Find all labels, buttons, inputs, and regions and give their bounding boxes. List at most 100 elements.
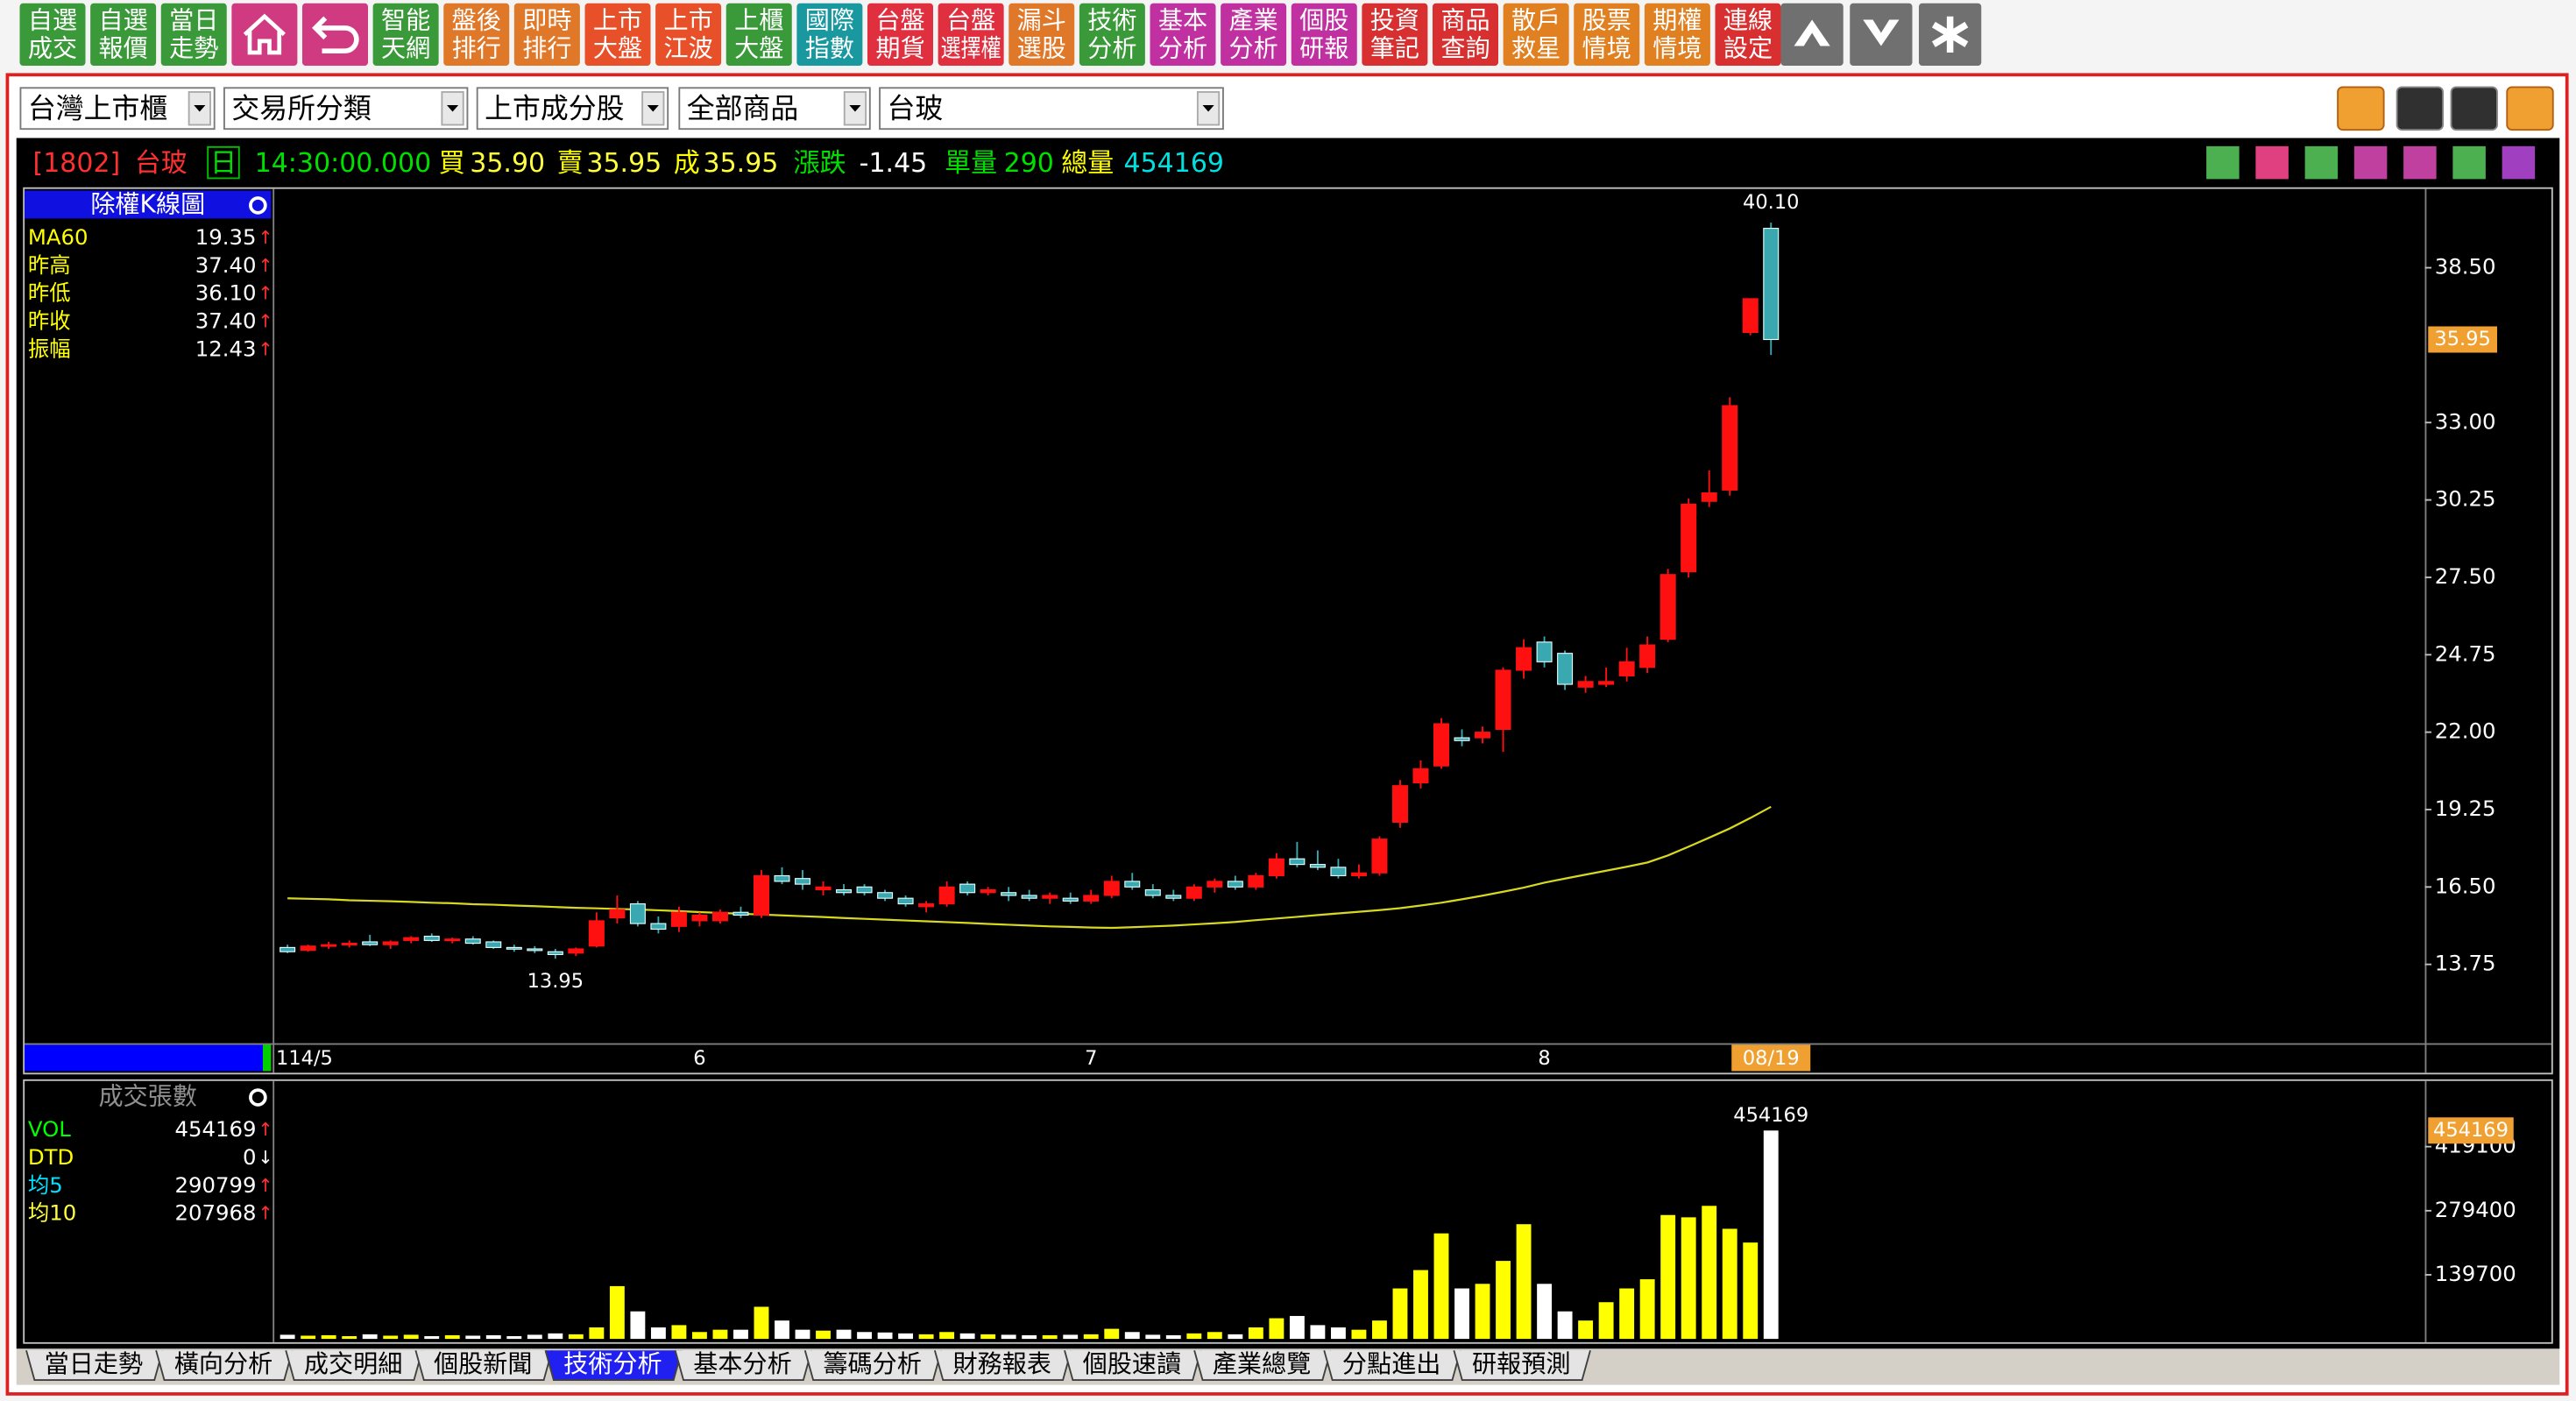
indicator-name: DTD [28, 1144, 74, 1170]
tab[interactable] [803, 1349, 943, 1381]
button-label: 選擇權 [940, 33, 1001, 62]
dropdown[interactable] [476, 87, 669, 131]
toolbar-button[interactable] [584, 3, 651, 67]
toolbar-button[interactable] [443, 3, 510, 67]
toolbar-button[interactable] [1079, 3, 1145, 67]
scroll-bar[interactable] [25, 1044, 263, 1072]
toolbar-button[interactable] [1644, 3, 1710, 67]
volume-bar [775, 1320, 789, 1340]
scroll-thumb[interactable] [263, 1044, 272, 1072]
volume-bar [733, 1329, 748, 1340]
button-label: 基本 [1158, 5, 1207, 34]
dropdown[interactable] [223, 87, 469, 131]
tab[interactable] [155, 1349, 294, 1381]
toolbar-button[interactable] [1008, 3, 1075, 67]
low-label: 13.95 [527, 970, 584, 993]
toolbar-button[interactable] [655, 3, 722, 67]
volume-bar [1496, 1261, 1511, 1340]
button-label: 散戶 [1511, 5, 1560, 34]
candle-body [1475, 732, 1491, 739]
toolbar-button[interactable] [19, 3, 86, 67]
button-label: 期貨 [875, 33, 924, 62]
volume-bar [939, 1332, 955, 1340]
tab[interactable] [414, 1349, 553, 1381]
menu-button[interactable] [1919, 3, 1982, 67]
button-label: 情境 [1582, 33, 1631, 62]
chart-type-button[interactable] [2337, 86, 2385, 131]
tool-button[interactable] [2502, 145, 2536, 180]
volume-bar [1578, 1320, 1594, 1340]
up-button[interactable] [1780, 3, 1844, 67]
volume-bar [1228, 1334, 1243, 1340]
tab[interactable] [1453, 1349, 1591, 1381]
dropdown-label: 交易所分類 [231, 92, 371, 125]
candle-body [1185, 886, 1202, 899]
volume-bar [898, 1333, 914, 1340]
settings-icon[interactable] [249, 196, 267, 215]
indicator-name: 均10 [28, 1200, 76, 1226]
toolbar-button[interactable] [1433, 3, 1498, 67]
tool-button[interactable] [2452, 145, 2486, 180]
candle-body [1433, 723, 1449, 767]
toolbar-button[interactable] [867, 3, 933, 67]
button-label: 研報 [1299, 33, 1348, 62]
candle-body [1536, 641, 1553, 662]
popout-button[interactable] [2506, 86, 2554, 131]
indicator-value: 37.40 [195, 252, 257, 278]
button-label: 分析 [1158, 33, 1207, 62]
tab[interactable] [544, 1349, 683, 1381]
tab[interactable] [674, 1349, 813, 1381]
tool-button[interactable] [2304, 145, 2339, 180]
toolbar-button[interactable] [1150, 3, 1216, 67]
down-button[interactable] [1850, 3, 1913, 67]
volume-bar [795, 1329, 810, 1340]
volume-bar [918, 1334, 934, 1340]
tab-label: 基本分析 [693, 1349, 791, 1378]
indicator-arrow: ↓ [258, 1147, 272, 1168]
settings-icon[interactable] [249, 1088, 267, 1107]
tool-button[interactable] [2403, 145, 2437, 180]
toolbar-button[interactable] [725, 3, 792, 67]
tool-button[interactable] [2255, 145, 2289, 180]
toolbar-button[interactable] [513, 3, 580, 67]
dropdown[interactable] [678, 87, 871, 131]
candle-body [1330, 867, 1347, 877]
home-button[interactable] [231, 3, 298, 67]
indicator-value: 454169 [175, 1116, 257, 1142]
toolbar-button[interactable] [372, 3, 439, 67]
tab[interactable] [285, 1349, 423, 1381]
y-tick-label: 27.50 [2435, 563, 2496, 589]
toolbar-button[interactable] [1503, 3, 1569, 67]
tool-button[interactable] [2206, 145, 2240, 180]
tab[interactable] [1064, 1349, 1202, 1381]
tab[interactable] [25, 1349, 164, 1381]
price-panel-frame [23, 187, 2553, 1075]
toolbar-button[interactable] [1574, 3, 1640, 67]
toolbar-button[interactable] [90, 3, 157, 67]
dropdown[interactable] [19, 87, 216, 131]
tool-button[interactable] [2353, 145, 2388, 180]
y-tick-label: 38.50 [2435, 254, 2496, 279]
toolbar-button[interactable] [1291, 3, 1357, 67]
tab[interactable] [1323, 1349, 1461, 1381]
toolbar-button[interactable] [938, 3, 1004, 67]
toolbar-button[interactable] [1221, 3, 1287, 67]
quote-time: 14:30:00.000 [255, 148, 432, 179]
toolbar-button[interactable] [1362, 3, 1428, 67]
dropdown-label: 上市成分股 [485, 92, 624, 125]
toolbar-button[interactable] [1715, 3, 1781, 67]
candle-body [609, 909, 626, 919]
layout-button[interactable] [2450, 86, 2498, 131]
toolbar-button[interactable] [796, 3, 863, 67]
volume-bar [650, 1327, 666, 1340]
volume-bar [671, 1325, 687, 1340]
dropdown[interactable] [879, 87, 1224, 131]
tab[interactable] [933, 1349, 1072, 1381]
toolbar-button[interactable] [160, 3, 227, 67]
tab[interactable] [1193, 1349, 1332, 1381]
volume-bar [1660, 1214, 1676, 1340]
pointer-button[interactable] [2396, 86, 2445, 131]
volume-bar [465, 1335, 481, 1340]
dropdown-arrow [1202, 105, 1214, 112]
back-button[interactable] [302, 3, 368, 67]
